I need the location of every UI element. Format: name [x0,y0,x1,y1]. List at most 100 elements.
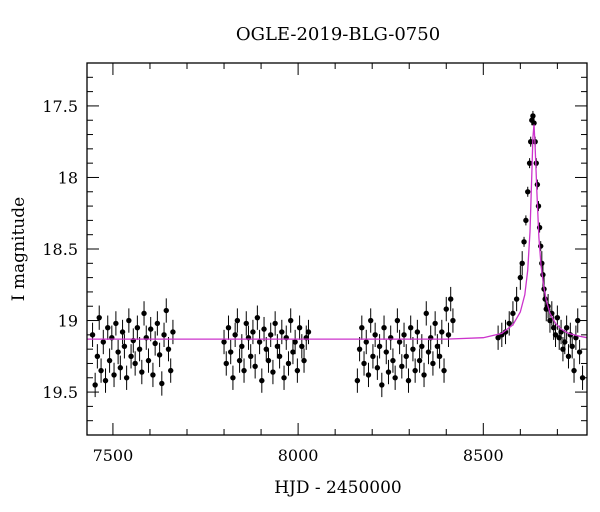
data-point [98,367,104,374]
data-point [423,310,429,317]
data-point [285,360,292,367]
x-axis-label: HJD - 2450000 [274,478,402,498]
data-point [305,329,312,335]
data-point [410,346,416,352]
data-point [252,363,258,370]
data-point [370,353,376,360]
data-point [296,324,303,331]
data-point [232,332,238,338]
data-point [525,189,531,195]
data-point [381,324,387,331]
y-tick-label: 19 [58,312,78,331]
data-point [408,324,414,331]
data-point [414,329,421,335]
data-point [436,353,443,360]
data-point [534,181,541,188]
data-point [139,369,145,375]
data-point [569,343,575,349]
data-point [117,365,124,371]
data-point [105,324,111,331]
data-point [401,332,407,338]
data-point [294,367,301,374]
data-point [239,343,245,349]
data-point [111,372,117,378]
data-point [513,296,520,302]
data-point [165,346,172,352]
data-point [506,320,512,327]
data-point [560,346,566,352]
y-tick-label: 18.5 [42,240,78,259]
data-point [550,324,557,331]
data-point [531,120,537,126]
data-point [365,372,372,378]
y-tick-label: 19.5 [42,383,78,402]
data-point [223,360,229,367]
data-point [403,353,409,360]
data-point [236,357,243,364]
data-layer [89,110,586,398]
data-point [434,343,441,349]
model-layer [87,124,588,340]
data-point [159,380,165,387]
data-point [154,320,161,327]
data-point [394,317,401,324]
data-point [299,343,305,349]
data-point [547,317,553,324]
data-point [450,317,456,324]
data-point [528,138,534,145]
data-point [448,296,454,302]
data-point [521,239,527,245]
data-point [106,357,113,364]
data-point [430,360,436,367]
data-point [439,329,445,335]
tick-layer: 7500 8000 8500 17.5 18 18.5 19 19.5 [42,63,587,465]
data-point [523,217,529,224]
data-point [558,329,564,335]
data-point [136,346,143,352]
data-point [405,377,412,384]
data-point [141,310,147,317]
data-point [243,320,249,327]
data-point [359,324,365,331]
data-point [376,343,383,349]
data-point [123,375,130,381]
data-point [126,317,132,324]
data-point [156,352,163,358]
data-point [94,353,101,360]
data-point [396,339,403,345]
data-point [301,357,307,364]
data-point [354,377,361,384]
data-point [225,324,232,331]
data-point [279,329,285,335]
data-point [399,363,405,370]
data-point [519,260,525,267]
data-point [379,382,385,388]
data-point [419,343,425,349]
data-point [248,353,254,360]
data-point [563,324,570,331]
x-tick-label: 8000 [278,446,319,465]
data-point [374,365,381,371]
data-point [510,310,516,317]
data-point [432,320,438,327]
data-point [254,314,261,321]
data-point [121,343,128,349]
data-point [261,326,267,332]
model-curve [87,124,588,340]
data-point [128,353,134,360]
data-point [272,320,278,327]
data-point [502,329,509,335]
data-point [390,357,396,364]
data-point [256,339,263,345]
data-point [161,332,167,338]
data-point [562,339,568,345]
data-point [571,367,577,374]
data-point [539,260,545,267]
data-point [150,372,156,378]
data-point [292,339,298,345]
data-point [495,335,501,341]
data-point [268,332,274,338]
data-point [241,367,247,374]
data-point [361,360,367,367]
